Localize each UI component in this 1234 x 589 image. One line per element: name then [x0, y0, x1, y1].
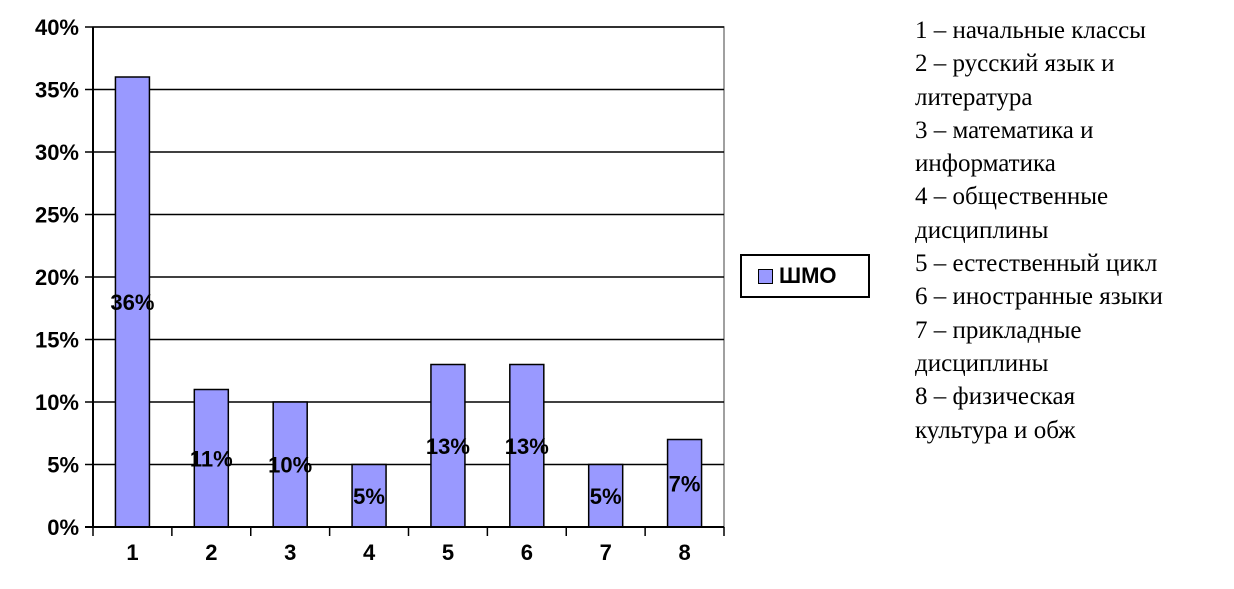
- category-legend-line: дисциплины: [915, 216, 1049, 244]
- data-label: 5%: [353, 484, 385, 509]
- category-legend-line: 4 – общественные: [915, 183, 1109, 211]
- x-tick-label: 8: [678, 540, 690, 565]
- data-label: 5%: [590, 484, 622, 509]
- category-legend-line: 7 – прикладные: [915, 316, 1082, 344]
- category-legend-line: литература: [915, 83, 1033, 111]
- category-legend-line: 1 – начальные классы: [915, 17, 1146, 44]
- x-tick-label: 4: [363, 540, 376, 565]
- x-tick-labels: 1 2 3 4 5 6 7 8: [126, 540, 690, 565]
- x-tick-label: 6: [521, 540, 533, 565]
- axes: [85, 26, 725, 536]
- y-tick-label: 30%: [35, 140, 79, 165]
- category-legend-line: 2 – русский язык и: [915, 50, 1115, 78]
- category-legend-line: культура и обж: [915, 416, 1076, 444]
- x-tick-label: 2: [205, 540, 217, 565]
- legend-label: ШМО: [779, 263, 837, 288]
- category-legend: 1 – начальные классы 2 – русский язык и ли…: [915, 14, 1233, 447]
- y-tick-label: 5%: [47, 453, 79, 478]
- x-tick-label: 7: [600, 540, 612, 565]
- x-tick-label: 5: [442, 540, 454, 565]
- category-legend-line: 8 – физическая: [915, 383, 1076, 411]
- gridlines: [92, 26, 725, 528]
- bar: [351, 463, 387, 528]
- category-legend-line: 6 – иностранные языки: [915, 283, 1163, 311]
- data-label: 13%: [426, 434, 470, 459]
- data-label: 10%: [268, 453, 312, 478]
- y-tick-label: 20%: [35, 265, 79, 290]
- bar: [193, 388, 230, 528]
- category-legend-line: информатика: [915, 150, 1056, 178]
- y-tick-label: 25%: [35, 203, 79, 228]
- x-tick-label: 3: [284, 540, 296, 565]
- y-tick-label: 15%: [35, 328, 79, 353]
- x-tick-label: 1: [126, 540, 138, 565]
- data-labels: 36% 11% 10% 5% 13% 13% 5% 7%: [110, 290, 700, 509]
- data-label: 13%: [505, 434, 549, 459]
- category-legend-line: 5 – естественный цикл: [915, 250, 1158, 278]
- bar: [509, 363, 545, 528]
- y-tick-label: 0%: [47, 515, 79, 540]
- data-label: 11%: [190, 446, 233, 471]
- bar: [430, 363, 466, 528]
- series-legend: ШМО: [740, 254, 870, 298]
- y-tick-label: 10%: [35, 390, 79, 415]
- bars: [114, 76, 703, 528]
- y-tick-labels: 0% 5% 10% 15% 20% 25% 30% 35% 40%: [35, 15, 79, 540]
- y-tick-label: 40%: [35, 15, 79, 40]
- data-label: 36%: [110, 290, 154, 315]
- bar: [587, 463, 624, 528]
- legend-swatch: [758, 268, 773, 284]
- category-legend-line: 3 – математика и: [915, 116, 1094, 144]
- data-label: 7%: [669, 471, 701, 496]
- y-tick-label: 35%: [35, 78, 79, 103]
- bar: [272, 401, 308, 528]
- bar: [666, 438, 703, 528]
- category-legend-line: дисциплины: [915, 349, 1049, 377]
